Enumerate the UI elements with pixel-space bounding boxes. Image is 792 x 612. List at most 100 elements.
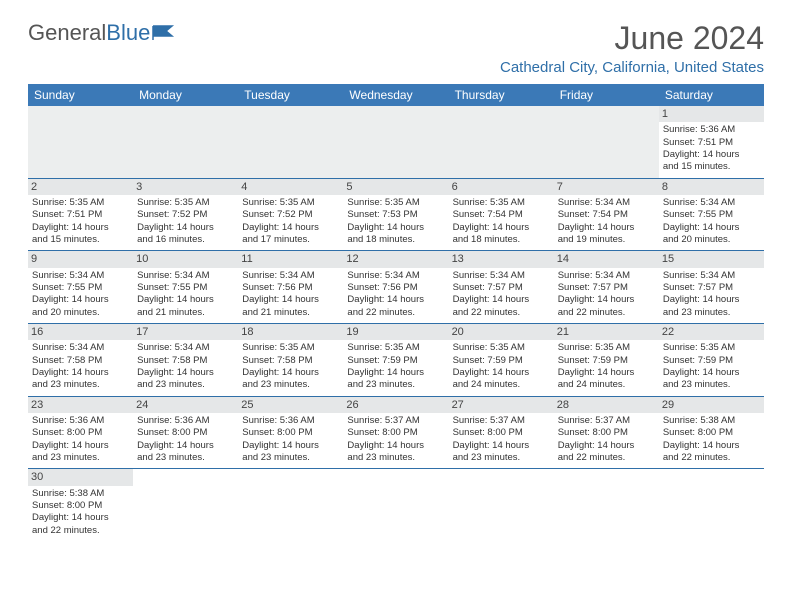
cell-text: and 23 minutes. [347,379,444,391]
cell-text: Sunset: 7:52 PM [137,209,234,221]
day-number: 24 [133,397,238,413]
cell-text: Daylight: 14 hours [347,294,444,306]
cell-text: and 22 minutes. [558,452,655,464]
day-number: 13 [449,251,554,267]
day-number: 30 [28,469,133,485]
calendar-cell [554,469,659,541]
cell-text: Sunset: 7:59 PM [347,355,444,367]
cell-text: Sunrise: 5:36 AM [242,415,339,427]
day-number: 15 [659,251,764,267]
cell-text: and 19 minutes. [558,234,655,246]
calendar-row: 16Sunrise: 5:34 AMSunset: 7:58 PMDayligh… [28,324,764,397]
cell-text: and 24 minutes. [558,379,655,391]
cell-text: Sunrise: 5:37 AM [453,415,550,427]
cell-text: Sunset: 8:00 PM [32,427,129,439]
cell-text: Sunrise: 5:36 AM [32,415,129,427]
cell-text: and 23 minutes. [32,452,129,464]
cell-text: Sunrise: 5:34 AM [558,197,655,209]
cell-text: Sunrise: 5:35 AM [453,197,550,209]
title-block: June 2024 Cathedral City, California, Un… [500,20,764,76]
cell-text: Daylight: 14 hours [347,222,444,234]
cell-text: Sunrise: 5:35 AM [558,342,655,354]
cell-text: and 23 minutes. [663,379,760,391]
day-number: 17 [133,324,238,340]
cell-text: and 20 minutes. [663,234,760,246]
day-number: 20 [449,324,554,340]
cell-text: Sunrise: 5:35 AM [32,197,129,209]
cell-text: Daylight: 14 hours [453,294,550,306]
calendar-cell: 12Sunrise: 5:34 AMSunset: 7:56 PMDayligh… [343,251,448,324]
cell-text: and 23 minutes. [453,452,550,464]
cell-text: Sunset: 8:00 PM [242,427,339,439]
cell-text: Daylight: 14 hours [347,440,444,452]
cell-text: Daylight: 14 hours [663,440,760,452]
calendar-cell: 8Sunrise: 5:34 AMSunset: 7:55 PMDaylight… [659,178,764,251]
cell-text: Daylight: 14 hours [663,222,760,234]
cell-text: Sunrise: 5:35 AM [663,342,760,354]
calendar-cell [659,469,764,541]
cell-text: Sunset: 7:57 PM [663,282,760,294]
calendar-cell [133,469,238,541]
cell-text: Daylight: 14 hours [242,367,339,379]
logo: GeneralBlue [28,20,178,46]
cell-text: and 22 minutes. [453,307,550,319]
cell-text: Sunrise: 5:38 AM [32,488,129,500]
cell-text: Sunrise: 5:35 AM [347,197,444,209]
cell-text: and 21 minutes. [137,307,234,319]
cell-text: Sunrise: 5:38 AM [663,415,760,427]
cell-text: Sunset: 7:59 PM [453,355,550,367]
calendar-cell: 17Sunrise: 5:34 AMSunset: 7:58 PMDayligh… [133,324,238,397]
calendar-cell: 29Sunrise: 5:38 AMSunset: 8:00 PMDayligh… [659,396,764,469]
cell-text: Sunrise: 5:35 AM [242,197,339,209]
day-number: 7 [554,179,659,195]
cell-text: Sunset: 7:51 PM [663,137,760,149]
cell-text: Daylight: 14 hours [347,367,444,379]
calendar-cell [133,106,238,178]
calendar-cell: 7Sunrise: 5:34 AMSunset: 7:54 PMDaylight… [554,178,659,251]
day-number: 11 [238,251,343,267]
calendar-table: Sunday Monday Tuesday Wednesday Thursday… [28,84,764,541]
calendar-cell [449,469,554,541]
cell-text: Daylight: 14 hours [558,222,655,234]
location-text: Cathedral City, California, United State… [500,59,764,76]
day-number: 19 [343,324,448,340]
calendar-row: 23Sunrise: 5:36 AMSunset: 8:00 PMDayligh… [28,396,764,469]
cell-text: and 18 minutes. [347,234,444,246]
cell-text: and 18 minutes. [453,234,550,246]
day-number: 6 [449,179,554,195]
cell-text: and 15 minutes. [663,161,760,173]
calendar-cell: 28Sunrise: 5:37 AMSunset: 8:00 PMDayligh… [554,396,659,469]
cell-text: Sunrise: 5:35 AM [453,342,550,354]
cell-text: Sunrise: 5:34 AM [32,342,129,354]
cell-text: Sunset: 7:56 PM [242,282,339,294]
cell-text: Daylight: 14 hours [453,440,550,452]
cell-text: Sunset: 7:52 PM [242,209,339,221]
cell-text: Daylight: 14 hours [32,294,129,306]
header: GeneralBlue June 2024 Cathedral City, Ca… [28,20,764,76]
cell-text: Sunset: 7:57 PM [453,282,550,294]
calendar-cell: 14Sunrise: 5:34 AMSunset: 7:57 PMDayligh… [554,251,659,324]
calendar-cell: 6Sunrise: 5:35 AMSunset: 7:54 PMDaylight… [449,178,554,251]
cell-text: Daylight: 14 hours [32,222,129,234]
day-header: Wednesday [343,84,448,106]
day-number: 5 [343,179,448,195]
cell-text: and 24 minutes. [453,379,550,391]
cell-text: Sunrise: 5:34 AM [242,270,339,282]
cell-text: Daylight: 14 hours [32,512,129,524]
calendar-cell: 19Sunrise: 5:35 AMSunset: 7:59 PMDayligh… [343,324,448,397]
calendar-row: 1Sunrise: 5:36 AMSunset: 7:51 PMDaylight… [28,106,764,178]
calendar-cell [554,106,659,178]
cell-text: Sunrise: 5:36 AM [137,415,234,427]
cell-text: and 17 minutes. [242,234,339,246]
cell-text: and 21 minutes. [242,307,339,319]
calendar-cell: 5 Sunrise: 5:35 AMSunset: 7:53 PMDaylight… [343,178,448,251]
cell-text: Sunset: 8:00 PM [137,427,234,439]
cell-text: Daylight: 14 hours [242,440,339,452]
day-header: Monday [133,84,238,106]
cell-text: Sunset: 7:53 PM [347,209,444,221]
calendar-cell: 22Sunrise: 5:35 AMSunset: 7:59 PMDayligh… [659,324,764,397]
calendar-cell: 3Sunrise: 5:35 AMSunset: 7:52 PMDaylight… [133,178,238,251]
day-number: 12 [343,251,448,267]
day-number: 18 [238,324,343,340]
cell-text: Sunrise: 5:34 AM [558,270,655,282]
